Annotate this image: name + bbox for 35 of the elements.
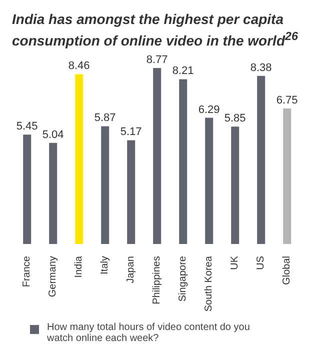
x-tick-label: Italy [100, 256, 110, 274]
bar [179, 78, 188, 244]
x-tick-label: Singapore [178, 255, 188, 302]
x-tick-label: India [74, 255, 84, 278]
data-label: 5.85 [224, 112, 246, 124]
x-tick-label: South Korea [204, 255, 214, 312]
x-tick-label: Germany [48, 256, 58, 297]
x-tick-label: France [22, 255, 32, 287]
bar [257, 75, 266, 244]
x-tick-label: UK [230, 255, 240, 270]
bar [75, 74, 84, 244]
data-label: 8.46 [68, 60, 90, 72]
bar [23, 134, 32, 244]
legend-label: How many total hours of video content do you watch online each week? [47, 322, 251, 344]
data-label: 6.75 [276, 94, 298, 106]
bar [101, 126, 110, 244]
data-label: 5.17 [120, 126, 142, 138]
data-label: 5.04 [42, 128, 64, 141]
x-tick-label: US [256, 255, 266, 270]
data-label: 5.87 [94, 112, 116, 124]
bar [127, 140, 136, 244]
bar [49, 142, 58, 244]
bar [205, 117, 214, 244]
data-label: 5.45 [16, 120, 38, 132]
data-label: 6.29 [198, 103, 220, 116]
x-tick-label: Japan [126, 256, 136, 283]
bar [283, 108, 292, 244]
x-tick-label: Global [282, 256, 292, 285]
data-label: 8.21 [172, 64, 194, 77]
chart-title: India has amongst the highest per capita consumption of online video in the world$^{26}$ [11, 10, 299, 51]
bar [153, 68, 162, 244]
data-label: 8.38 [250, 61, 272, 74]
bar [231, 126, 240, 244]
data-label: 8.77 [146, 54, 168, 66]
x-tick-label: Philippines [152, 256, 162, 304]
